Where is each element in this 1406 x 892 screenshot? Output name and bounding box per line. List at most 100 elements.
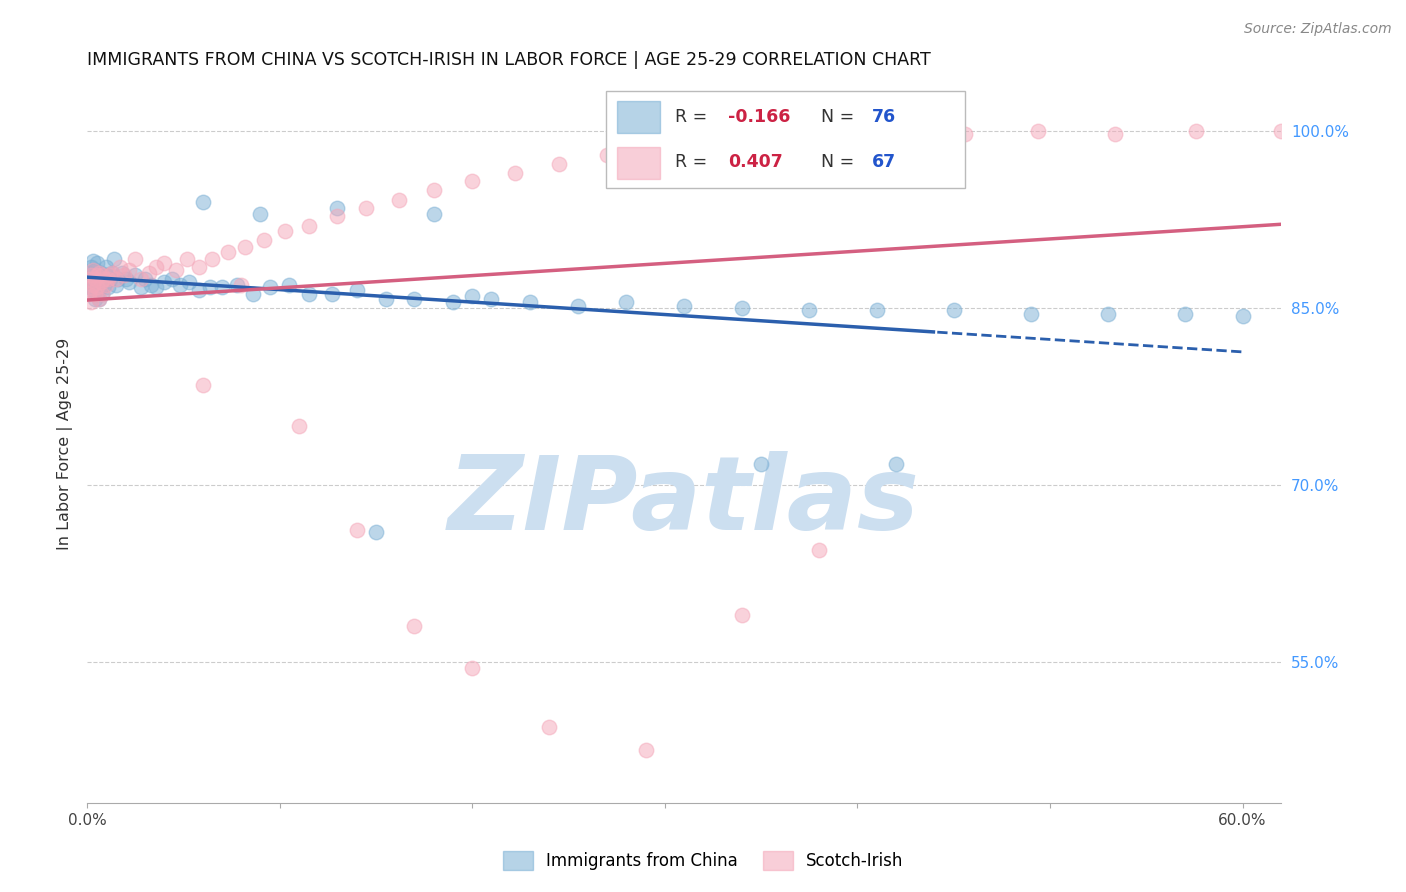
Point — [93, 271, 115, 285]
Point — [673, 299, 696, 313]
Point — [758, 124, 780, 138]
Point — [200, 280, 222, 294]
Point — [80, 295, 103, 310]
Point — [91, 287, 114, 301]
Point — [114, 271, 136, 285]
Point — [481, 292, 503, 306]
Point — [153, 275, 176, 289]
Point — [101, 266, 124, 280]
Point — [82, 268, 104, 282]
Point — [160, 271, 183, 285]
Point — [101, 266, 124, 280]
Point — [1097, 307, 1119, 321]
Point — [90, 280, 112, 294]
Point — [503, 165, 526, 179]
Point — [187, 260, 209, 274]
Point — [134, 271, 156, 285]
Point — [93, 277, 115, 292]
Legend: Immigrants from China, Scotch-Irish: Immigrants from China, Scotch-Irish — [496, 844, 910, 877]
Point — [83, 263, 105, 277]
Point — [187, 284, 209, 298]
Point — [1270, 124, 1292, 138]
Point — [83, 292, 105, 306]
Point — [326, 201, 349, 215]
Point — [799, 303, 821, 318]
Point — [326, 209, 349, 223]
Point — [548, 157, 571, 171]
Point — [80, 268, 103, 282]
Point — [700, 130, 723, 145]
Point — [124, 252, 146, 266]
Point — [118, 263, 141, 277]
Point — [866, 303, 889, 318]
Point — [634, 743, 657, 757]
Point — [86, 256, 108, 270]
Point — [86, 287, 108, 301]
Point — [104, 277, 127, 292]
Point — [139, 277, 162, 292]
Point — [1185, 124, 1208, 138]
Point — [201, 252, 224, 266]
Point — [191, 194, 214, 209]
Point — [226, 277, 249, 292]
Point — [82, 263, 104, 277]
Point — [955, 127, 977, 141]
Point — [388, 193, 411, 207]
Point — [297, 287, 319, 301]
Point — [374, 292, 396, 306]
Point — [1019, 307, 1042, 321]
Point — [87, 292, 110, 306]
Point — [91, 270, 114, 285]
Point — [519, 295, 541, 310]
Point — [165, 263, 187, 277]
Point — [82, 277, 104, 292]
Point — [274, 225, 297, 239]
Text: IMMIGRANTS FROM CHINA VS SCOTCH-IRISH IN LABOR FORCE | AGE 25-29 CORRELATION CHA: IMMIGRANTS FROM CHINA VS SCOTCH-IRISH IN… — [87, 51, 931, 69]
Point — [249, 207, 271, 221]
Point — [90, 275, 112, 289]
Point — [96, 277, 118, 292]
Point — [884, 119, 907, 133]
Point — [80, 280, 103, 294]
Point — [179, 275, 201, 289]
Point — [83, 271, 105, 285]
Point — [191, 377, 214, 392]
Point — [80, 280, 103, 294]
Point — [422, 183, 444, 197]
Point — [942, 303, 965, 318]
Y-axis label: In Labor Force | Age 25-29: In Labor Force | Age 25-29 — [58, 337, 73, 549]
Point — [108, 260, 131, 274]
Point — [346, 523, 368, 537]
Point — [97, 280, 120, 294]
Point — [231, 277, 253, 292]
Point — [112, 268, 135, 282]
Point — [86, 270, 108, 285]
Point — [461, 289, 484, 303]
Point — [441, 295, 464, 310]
Point — [461, 660, 484, 674]
Point — [98, 271, 121, 285]
Point — [1104, 127, 1126, 141]
Point — [884, 457, 907, 471]
Point — [129, 271, 152, 285]
Point — [259, 280, 281, 294]
Point — [242, 287, 264, 301]
Point — [80, 275, 103, 289]
Text: Source: ZipAtlas.com: Source: ZipAtlas.com — [1244, 22, 1392, 37]
Point — [124, 268, 146, 282]
Point — [93, 271, 115, 285]
Point — [86, 268, 108, 282]
Point — [596, 148, 619, 162]
Point — [86, 280, 108, 294]
Text: ZIPatlas: ZIPatlas — [449, 450, 920, 551]
Point — [77, 287, 100, 301]
Point — [297, 219, 319, 233]
Point — [83, 277, 105, 292]
Point — [233, 240, 256, 254]
Point — [77, 266, 100, 280]
Point — [278, 277, 301, 292]
Point — [97, 271, 120, 285]
Point — [731, 301, 754, 315]
Point — [538, 720, 561, 734]
Point — [404, 619, 426, 633]
